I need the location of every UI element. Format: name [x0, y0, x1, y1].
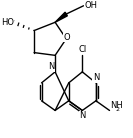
Text: N: N	[93, 73, 99, 82]
Text: NH: NH	[110, 101, 123, 110]
Text: OH: OH	[84, 1, 97, 10]
Text: 2: 2	[116, 107, 120, 112]
Text: HO: HO	[1, 18, 14, 27]
Polygon shape	[55, 12, 67, 22]
Text: N: N	[48, 63, 55, 71]
Text: Cl: Cl	[78, 45, 86, 54]
Text: O: O	[64, 33, 70, 42]
Text: N: N	[79, 111, 86, 120]
